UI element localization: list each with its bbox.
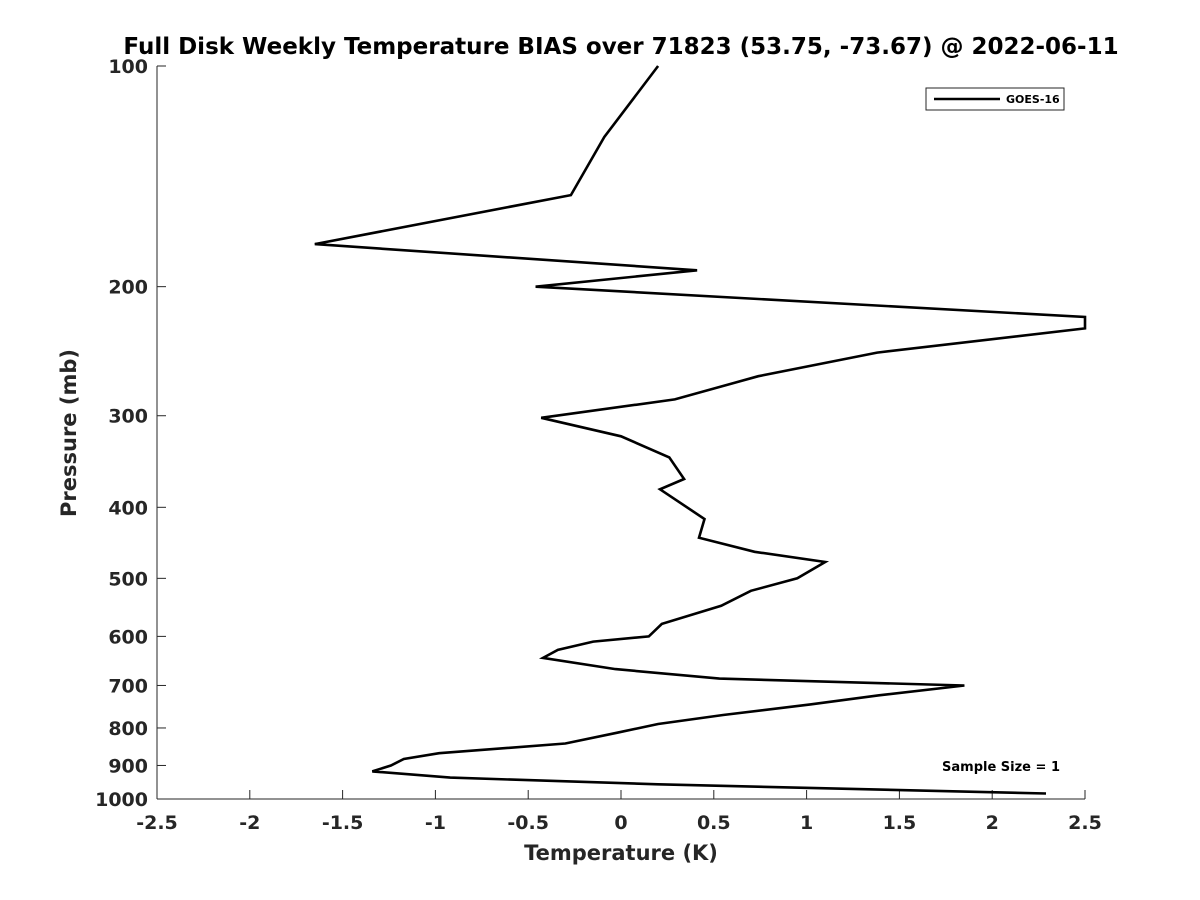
series-line-goes-16 [314, 65, 1087, 795]
y-tick-label: 600 [108, 626, 148, 648]
x-tick-label: -2 [239, 812, 260, 834]
x-ticks: -2.5 -2 -1.5 -1 -0.5 0 0.5 1 1.5 2 2.5 [136, 790, 1102, 834]
y-tick-label: 100 [108, 56, 148, 78]
x-tick-label: 1 [800, 812, 813, 834]
legend: GOES-16 [925, 87, 1065, 111]
y-tick-label: 200 [108, 277, 148, 299]
legend-entry-goes-16: GOES-16 [1006, 93, 1060, 106]
x-tick-label: 1.5 [883, 812, 917, 834]
x-tick-label: 2 [986, 812, 999, 834]
x-axis-label: Temperature (K) [524, 841, 718, 865]
y-tick-label: 900 [108, 755, 148, 777]
chart-title: Full Disk Weekly Temperature BIAS over 7… [123, 34, 1118, 60]
y-tick-label: 800 [108, 718, 148, 740]
x-tick-label: 0.5 [697, 812, 731, 834]
y-axis-label: Pressure (mb) [57, 349, 81, 517]
y-tick-label: 300 [108, 406, 148, 428]
x-tick-label: -0.5 [507, 812, 549, 834]
x-tick-label: 0 [614, 812, 627, 834]
y-tick-label: 700 [108, 675, 148, 697]
series-layer [314, 65, 1087, 795]
x-tick-label: -2.5 [136, 812, 178, 834]
y-tick-label: 400 [108, 497, 148, 519]
sample-size-annotation: Sample Size = 1 [942, 760, 1060, 775]
y-ticks: 100 200 300 400 500 600 700 800 900 1000 [95, 56, 166, 811]
y-tick-label: 1000 [95, 789, 148, 811]
y-tick-label: 500 [108, 568, 148, 590]
x-tick-label: 2.5 [1068, 812, 1102, 834]
x-tick-label: -1.5 [322, 812, 364, 834]
x-tick-label: -1 [425, 812, 446, 834]
